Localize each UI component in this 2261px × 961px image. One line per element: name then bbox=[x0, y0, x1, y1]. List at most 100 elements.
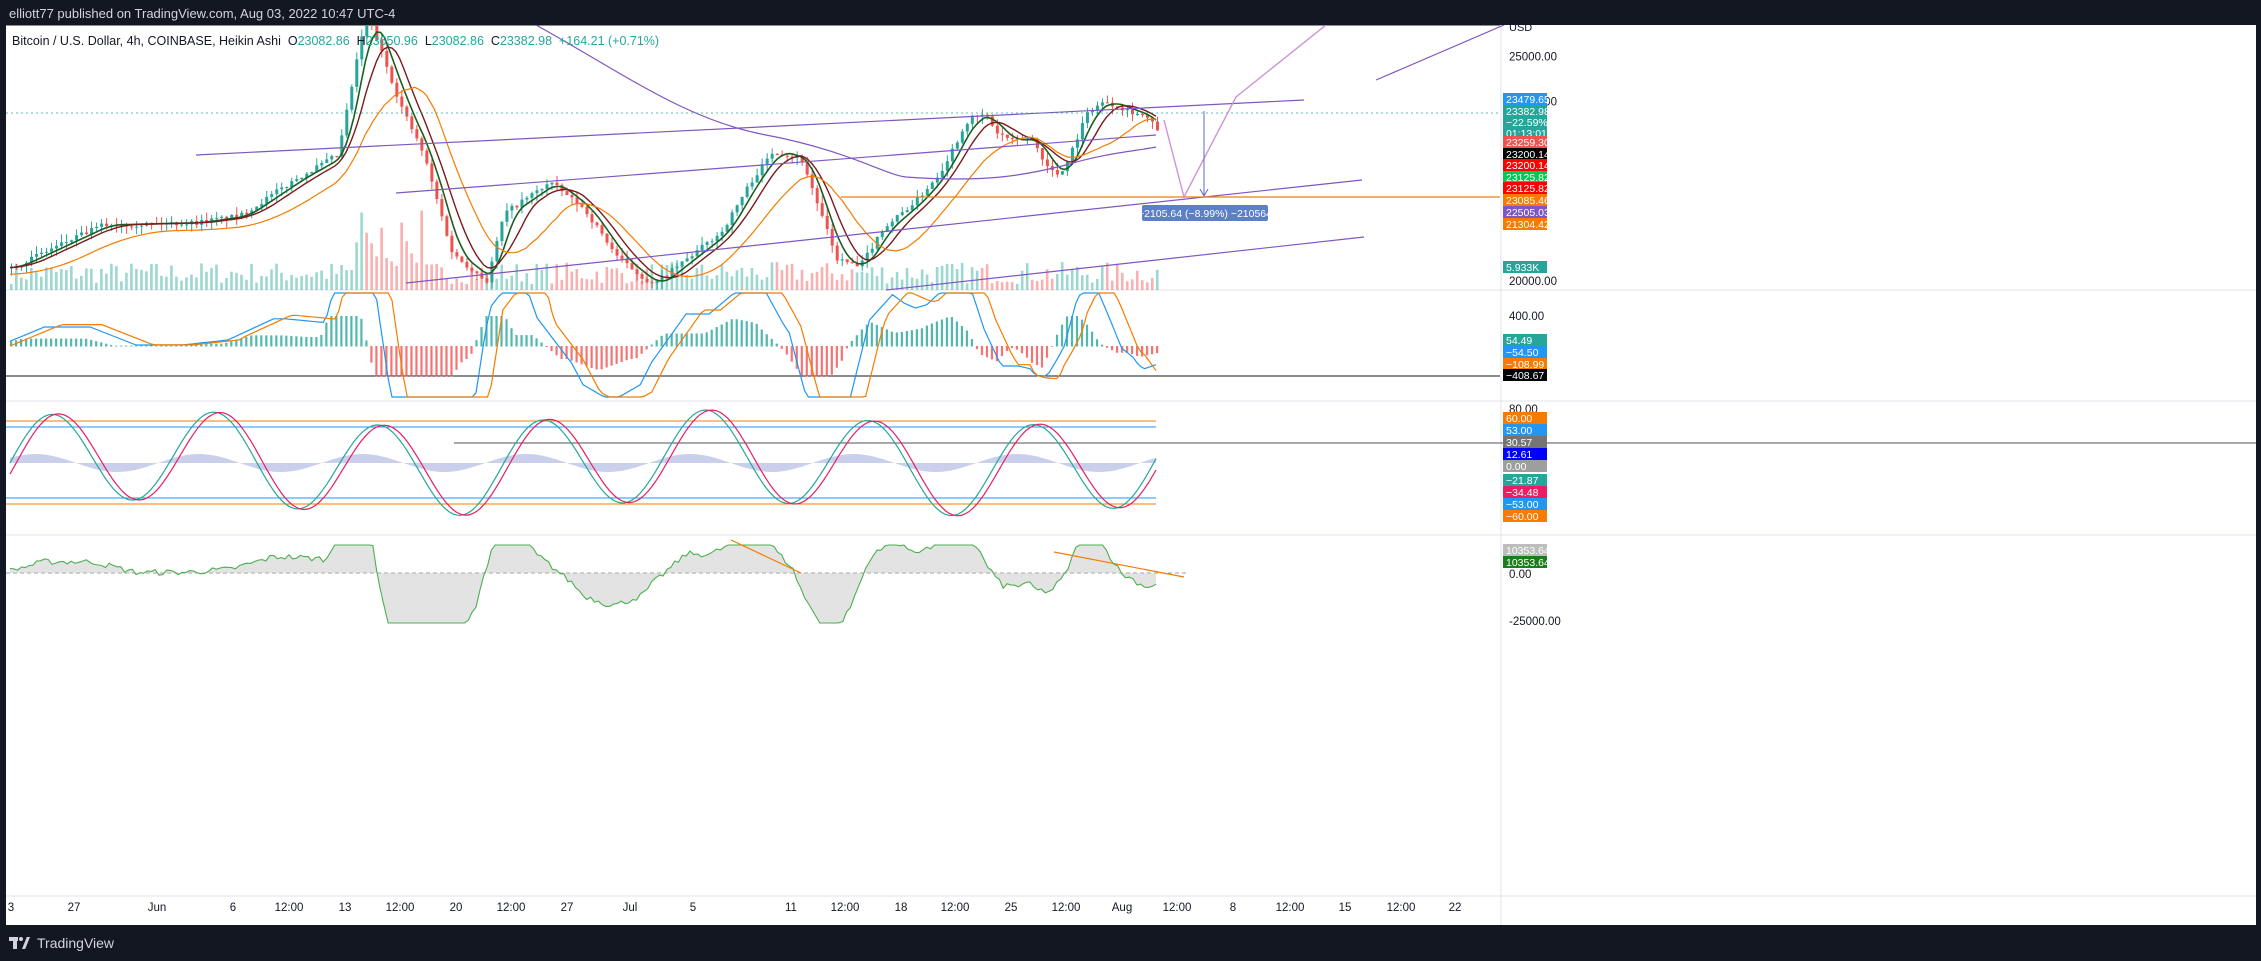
chart-area[interactable]: −2105.64 (−8.99%) −210564USD25000.002400… bbox=[6, 3, 2256, 925]
candle-body bbox=[340, 135, 344, 157]
macd-histogram-bar bbox=[1070, 316, 1074, 347]
channel-trendline bbox=[195, 99, 1305, 156]
candle-body bbox=[945, 161, 949, 171]
price-badge-text: 23085.46 bbox=[1506, 195, 1550, 207]
volume-bar bbox=[875, 276, 879, 290]
volume-bar bbox=[1045, 269, 1049, 290]
macd-histogram-bar bbox=[355, 316, 358, 347]
ema-orange-line bbox=[9, 86, 1157, 278]
candle-body bbox=[1105, 102, 1109, 104]
volume-bar bbox=[690, 278, 694, 290]
volume-bar bbox=[540, 269, 544, 290]
candle-body bbox=[720, 231, 724, 236]
rsi-badge-bg bbox=[1503, 510, 1547, 522]
change-value: +164.21 (+0.71%) bbox=[559, 34, 660, 48]
macd-histogram-bar bbox=[370, 346, 373, 363]
volume-bar bbox=[600, 282, 604, 290]
rsi-badge-bg bbox=[1503, 486, 1547, 498]
macd-badge: −408.67 bbox=[1503, 369, 1547, 382]
macd-histogram-bar bbox=[45, 338, 48, 347]
candle-body bbox=[450, 235, 454, 253]
candle-body bbox=[675, 266, 679, 269]
volume-bar bbox=[910, 277, 914, 290]
macd-histogram-bar bbox=[425, 346, 428, 377]
rsi-badge-bg bbox=[1503, 436, 1547, 448]
volume-bar bbox=[390, 261, 393, 290]
price-badge-text: 21304.42 bbox=[1506, 219, 1550, 231]
macd-histogram-bar bbox=[685, 333, 688, 347]
macd-histogram-bar bbox=[405, 346, 408, 377]
candle-body bbox=[950, 148, 954, 162]
macd-histogram-bar bbox=[75, 338, 78, 347]
candle-body bbox=[1145, 114, 1149, 118]
candle-body bbox=[105, 223, 109, 227]
macd-histogram-bar bbox=[90, 339, 93, 347]
time-tick-label: 25 bbox=[1005, 902, 1018, 914]
macd-badge-bg bbox=[1503, 346, 1547, 358]
candle-body bbox=[485, 278, 489, 283]
volume-bar bbox=[855, 272, 859, 290]
price-badge-bg bbox=[1503, 148, 1547, 160]
volume-bar bbox=[225, 277, 228, 290]
macd-histogram-bar bbox=[600, 346, 603, 370]
volume-bar bbox=[1035, 281, 1039, 290]
channel-trendline bbox=[405, 179, 1363, 284]
macd-histogram-bar bbox=[930, 323, 934, 347]
macd-histogram-bar bbox=[235, 339, 238, 347]
macd-histogram-bar bbox=[955, 321, 959, 347]
volume-bar bbox=[630, 281, 634, 290]
volume-bar bbox=[415, 262, 418, 290]
volume-bar bbox=[130, 263, 133, 290]
candle-body bbox=[1060, 171, 1064, 175]
rsi-badge: −34.48 bbox=[1503, 486, 1547, 499]
volume-bar bbox=[300, 275, 303, 290]
macd-histogram-bar bbox=[135, 345, 138, 347]
candle-body bbox=[885, 226, 889, 232]
candle-body bbox=[800, 156, 804, 162]
volume-bar bbox=[820, 267, 824, 290]
volume-bar bbox=[750, 268, 754, 290]
time-tick-label: 12:00 bbox=[831, 902, 860, 914]
macd-histogram-bar bbox=[1035, 346, 1039, 366]
time-tick-label: 22 bbox=[1449, 902, 1462, 914]
candle-body bbox=[770, 153, 774, 159]
candle-body bbox=[805, 161, 809, 175]
osc-badge-text: 10353.64 bbox=[1506, 545, 1550, 557]
candle-body bbox=[50, 248, 54, 252]
macd-histogram-bar bbox=[570, 346, 573, 361]
volume-bar bbox=[1000, 282, 1004, 290]
candle-body bbox=[465, 261, 469, 268]
tradingview-logo[interactable]: TradingView bbox=[9, 935, 114, 951]
volume-bar bbox=[515, 264, 519, 290]
candle-body bbox=[695, 250, 699, 257]
volume-bar bbox=[965, 283, 969, 290]
macd-histogram-bar bbox=[360, 318, 363, 347]
candle-body bbox=[595, 222, 599, 226]
macd-histogram-bar bbox=[935, 321, 939, 347]
time-tick-label: 12:00 bbox=[386, 902, 415, 914]
macd-histogram-bar bbox=[1030, 346, 1034, 363]
rsi-badge-text: −34.48 bbox=[1506, 487, 1539, 499]
volume-bar bbox=[420, 210, 423, 290]
volume-bar bbox=[475, 278, 479, 290]
macd-histogram-bar bbox=[140, 345, 143, 347]
chart-svg[interactable]: −2105.64 (−8.99%) −210564USD25000.002400… bbox=[6, 3, 2256, 925]
volume-bar bbox=[560, 279, 564, 290]
volume-bar bbox=[310, 276, 313, 290]
rsi-badge-text: −53.00 bbox=[1506, 499, 1539, 511]
volume-bar bbox=[865, 272, 869, 290]
volume-bar bbox=[25, 279, 28, 290]
volume-bar bbox=[205, 271, 208, 290]
candle-body bbox=[890, 221, 894, 227]
macd-histogram-bar bbox=[160, 345, 163, 347]
time-tick-label: Jun bbox=[148, 902, 167, 914]
macd-histogram-bar bbox=[615, 346, 618, 364]
macd-histogram-bar bbox=[420, 346, 423, 377]
candle-body bbox=[55, 245, 59, 249]
macd-badge-text: −54.50 bbox=[1506, 347, 1539, 359]
macd-histogram-bar bbox=[85, 338, 88, 347]
volume-bar bbox=[1025, 263, 1029, 290]
candle-body bbox=[320, 162, 324, 166]
macd-histogram-bar bbox=[755, 323, 758, 347]
tradingview-logo-icon bbox=[9, 935, 31, 951]
